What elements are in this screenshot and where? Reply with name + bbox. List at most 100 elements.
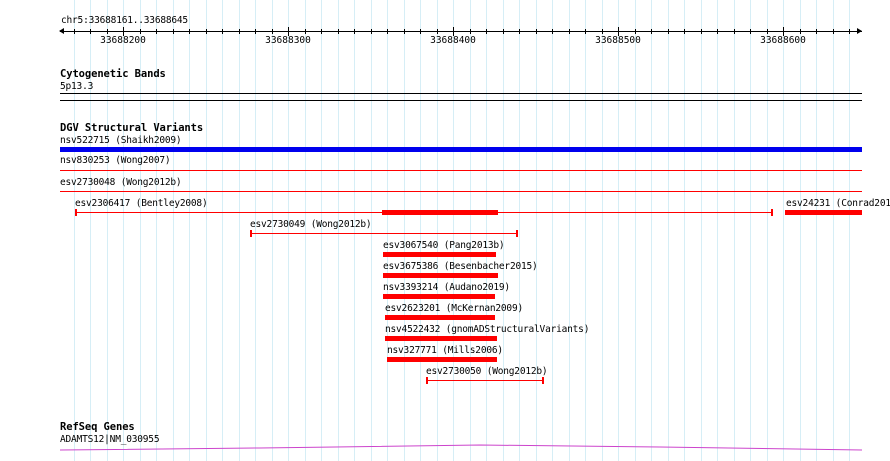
ruler-tick (767, 29, 768, 34)
grid-line (74, 0, 75, 461)
cytoband-bottom-line (60, 100, 862, 101)
tick-label: 33688600 (760, 35, 806, 46)
grid-line (90, 0, 91, 461)
ruler-tick (503, 29, 504, 34)
grid-line (486, 0, 487, 461)
grid-line (123, 0, 124, 461)
variant-cap (771, 209, 773, 216)
ruler-tick (536, 29, 537, 34)
tick-label: 33688300 (265, 35, 311, 46)
ruler-tick (156, 29, 157, 34)
grid-line (338, 0, 339, 461)
grid-line (767, 0, 768, 461)
grid-line (288, 0, 289, 461)
ruler-tick (470, 29, 471, 34)
variant-bar[interactable] (387, 357, 497, 362)
grid-line (783, 0, 784, 461)
grid-line (420, 0, 421, 461)
variant-bar[interactable] (383, 273, 498, 278)
grid-line (305, 0, 306, 461)
ruler-tick (321, 29, 322, 34)
grid-line (684, 0, 685, 461)
variant-bar[interactable] (60, 147, 862, 152)
variant-bar[interactable] (427, 380, 544, 381)
gene-label[interactable]: ADAMTS12|NM_030955 (60, 434, 160, 445)
ruler-tick (833, 29, 834, 34)
ruler-tick (552, 29, 553, 34)
variant-bar[interactable] (383, 294, 495, 299)
variant-bar[interactable] (383, 252, 496, 257)
ruler-tick (734, 29, 735, 34)
ruler-tick (272, 29, 273, 34)
variant-bar[interactable] (60, 191, 862, 192)
variant-label[interactable]: nsv327771 (Mills2006) (387, 345, 503, 356)
ruler-tick (90, 29, 91, 34)
grid-line (668, 0, 669, 461)
ruler-tick (387, 29, 388, 34)
grid-line (519, 0, 520, 461)
grid-line (833, 0, 834, 461)
ruler-tick (783, 27, 784, 36)
ruler-tick (816, 29, 817, 34)
variant-cap (516, 230, 518, 237)
ruler-tick (222, 29, 223, 34)
grid-line (189, 0, 190, 461)
ruler-tick (404, 29, 405, 34)
variant-cap (426, 377, 428, 384)
variant-label[interactable]: nsv830253 (Wong2007) (60, 155, 171, 166)
grid-line (272, 0, 273, 461)
ruler-tick (668, 29, 669, 34)
grid-line (239, 0, 240, 461)
ruler-tick (635, 29, 636, 34)
variant-bar[interactable] (60, 170, 862, 171)
cytoband-label[interactable]: 5p13.3 (60, 81, 94, 92)
variant-label[interactable]: nsv522715 (Shaikh2009) (60, 135, 182, 146)
gene-line[interactable] (60, 444, 862, 452)
region-label: chr5:33688161..33688645 (61, 15, 188, 26)
variant-label[interactable]: esv2306417 (Bentley2008) (75, 198, 208, 209)
ruler-tick (74, 29, 75, 34)
grid-line (750, 0, 751, 461)
grid-line (800, 0, 801, 461)
variant-label[interactable]: esv2623201 (McKernan2009) (385, 303, 523, 314)
ruler-tick (354, 29, 355, 34)
ruler-tick (123, 27, 124, 36)
grid-line (618, 0, 619, 461)
dgv-track-title[interactable]: DGV Structural Variants (60, 122, 204, 134)
variant-bar[interactable] (251, 233, 517, 234)
cytoband-track-title[interactable]: Cytogenetic Bands (60, 68, 166, 80)
variant-cap (542, 377, 544, 384)
grid-line (354, 0, 355, 461)
variant-label[interactable]: esv2730049 (Wong2012b) (250, 219, 372, 230)
refseq-track-title[interactable]: RefSeq Genes (60, 421, 135, 433)
ruler-tick (288, 27, 289, 36)
variant-cap (75, 209, 77, 216)
grid-line (635, 0, 636, 461)
grid-line (536, 0, 537, 461)
variant-bar[interactable] (385, 315, 495, 320)
variant-label[interactable]: nsv3393214 (Audano2019) (383, 282, 510, 293)
variant-label[interactable]: esv24231 (Conrad2010) (786, 198, 890, 209)
variant-label[interactable]: esv2730048 (Wong2012b) (60, 177, 182, 188)
scroll-right-arrow-icon[interactable] (857, 28, 862, 34)
grid-line (503, 0, 504, 461)
variant-label[interactable]: esv3675386 (Besenbacher2015) (383, 261, 538, 272)
ruler-tick (701, 29, 702, 34)
grid-line (701, 0, 702, 461)
ruler-tick (717, 29, 718, 34)
variant-bar[interactable] (785, 210, 862, 215)
variant-bar-thick[interactable] (382, 210, 498, 215)
variant-bar[interactable] (385, 336, 497, 341)
grid-line (734, 0, 735, 461)
ruler-tick (602, 29, 603, 34)
grid-line (107, 0, 108, 461)
ruler-tick (618, 27, 619, 36)
variant-label[interactable]: esv3067540 (Pang2013b) (383, 240, 505, 251)
ruler-tick (338, 29, 339, 34)
ruler-tick (800, 29, 801, 34)
ruler-tick (255, 29, 256, 34)
grid-line (552, 0, 553, 461)
variant-label[interactable]: esv2730050 (Wong2012b) (426, 366, 548, 377)
variant-label[interactable]: nsv4522432 (gnomADStructuralVariants) (385, 324, 590, 335)
